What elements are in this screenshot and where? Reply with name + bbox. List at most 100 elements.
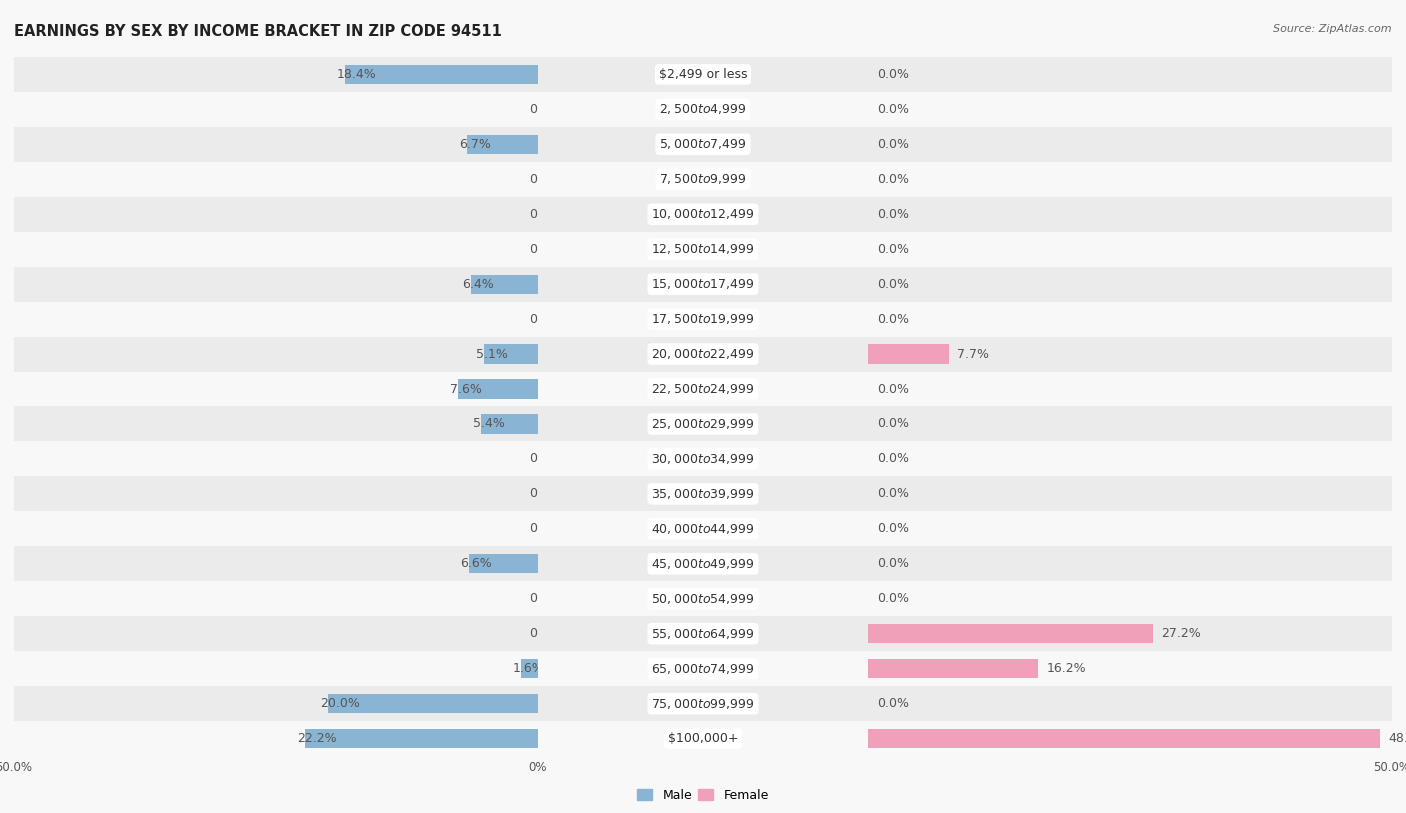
Text: 0.0%: 0.0%	[877, 418, 908, 430]
Bar	[14, 92, 537, 127]
Text: $45,000 to $49,999: $45,000 to $49,999	[651, 557, 755, 571]
Bar	[869, 441, 1392, 476]
Bar	[869, 267, 1392, 302]
Text: 0.0%: 0.0%	[529, 208, 561, 220]
Bar	[869, 57, 1392, 92]
Bar	[869, 92, 1392, 127]
Bar	[520, 659, 537, 678]
Text: $100,000+: $100,000+	[668, 733, 738, 745]
Text: 5.4%: 5.4%	[472, 418, 505, 430]
Bar	[537, 511, 869, 546]
Bar	[537, 581, 869, 616]
Text: 0.0%: 0.0%	[877, 698, 908, 710]
Bar	[537, 686, 869, 721]
Text: 0.0%: 0.0%	[877, 103, 908, 115]
Bar	[537, 546, 869, 581]
Text: $35,000 to $39,999: $35,000 to $39,999	[651, 487, 755, 501]
Text: 27.2%: 27.2%	[1161, 628, 1201, 640]
Bar	[537, 127, 869, 162]
Bar	[14, 162, 537, 197]
Bar	[328, 694, 537, 713]
Text: 22.2%: 22.2%	[297, 733, 336, 745]
Text: 0.0%: 0.0%	[529, 103, 561, 115]
Text: 0.0%: 0.0%	[877, 243, 908, 255]
Text: 0.0%: 0.0%	[529, 523, 561, 535]
Text: 0.0%: 0.0%	[877, 313, 908, 325]
Text: 0.0%: 0.0%	[529, 313, 561, 325]
Bar	[869, 302, 1392, 337]
Legend: Male, Female: Male, Female	[633, 784, 773, 806]
Bar	[869, 546, 1392, 581]
Bar	[14, 302, 537, 337]
Text: 0.0%: 0.0%	[529, 488, 561, 500]
Bar	[537, 337, 869, 372]
Text: $17,500 to $19,999: $17,500 to $19,999	[651, 312, 755, 326]
Bar	[537, 267, 869, 302]
Bar	[537, 616, 869, 651]
Bar	[537, 232, 869, 267]
Bar	[14, 232, 537, 267]
Text: $40,000 to $44,999: $40,000 to $44,999	[651, 522, 755, 536]
Bar	[869, 624, 1153, 643]
Bar	[14, 197, 537, 232]
Bar	[869, 651, 1392, 686]
Bar	[869, 127, 1392, 162]
Text: 0.0%: 0.0%	[877, 593, 908, 605]
Bar	[537, 406, 869, 441]
Text: 7.7%: 7.7%	[957, 348, 990, 360]
Bar	[869, 162, 1392, 197]
Text: 0.0%: 0.0%	[529, 593, 561, 605]
Text: 20.0%: 20.0%	[319, 698, 360, 710]
Bar	[14, 546, 537, 581]
Text: 0.0%: 0.0%	[529, 628, 561, 640]
Text: 0.0%: 0.0%	[877, 558, 908, 570]
Text: $25,000 to $29,999: $25,000 to $29,999	[651, 417, 755, 431]
Bar	[869, 721, 1392, 756]
Bar	[537, 651, 869, 686]
Text: 0.0%: 0.0%	[877, 383, 908, 395]
Text: 7.6%: 7.6%	[450, 383, 482, 395]
Text: 0.0%: 0.0%	[877, 453, 908, 465]
Text: $12,500 to $14,999: $12,500 to $14,999	[651, 242, 755, 256]
Text: $65,000 to $74,999: $65,000 to $74,999	[651, 662, 755, 676]
Text: 18.4%: 18.4%	[336, 68, 377, 80]
Bar	[468, 554, 537, 573]
Text: $5,000 to $7,499: $5,000 to $7,499	[659, 137, 747, 151]
Bar	[869, 686, 1392, 721]
Text: 6.6%: 6.6%	[460, 558, 492, 570]
Text: $2,500 to $4,999: $2,500 to $4,999	[659, 102, 747, 116]
Bar	[869, 345, 949, 363]
Bar	[14, 441, 537, 476]
Bar	[537, 476, 869, 511]
Text: 48.9%: 48.9%	[1389, 733, 1406, 745]
Bar	[467, 135, 537, 154]
Bar	[14, 476, 537, 511]
Bar	[537, 162, 869, 197]
Bar	[481, 415, 537, 433]
Text: $15,000 to $17,499: $15,000 to $17,499	[651, 277, 755, 291]
Text: Source: ZipAtlas.com: Source: ZipAtlas.com	[1274, 24, 1392, 34]
Text: $22,500 to $24,999: $22,500 to $24,999	[651, 382, 755, 396]
Text: $30,000 to $34,999: $30,000 to $34,999	[651, 452, 755, 466]
Bar	[14, 372, 537, 406]
Bar	[537, 372, 869, 406]
Bar	[869, 197, 1392, 232]
Text: 0.0%: 0.0%	[877, 173, 908, 185]
Bar	[471, 275, 537, 293]
Bar	[14, 267, 537, 302]
Text: EARNINGS BY SEX BY INCOME BRACKET IN ZIP CODE 94511: EARNINGS BY SEX BY INCOME BRACKET IN ZIP…	[14, 24, 502, 39]
Bar	[869, 232, 1392, 267]
Bar	[869, 476, 1392, 511]
Text: 0.0%: 0.0%	[529, 453, 561, 465]
Bar	[14, 651, 537, 686]
Text: $20,000 to $22,499: $20,000 to $22,499	[651, 347, 755, 361]
Bar	[14, 406, 537, 441]
Bar	[14, 721, 537, 756]
Bar	[14, 511, 537, 546]
Bar	[484, 345, 537, 363]
Text: 0.0%: 0.0%	[529, 243, 561, 255]
Bar	[869, 729, 1381, 748]
Bar	[14, 337, 537, 372]
Bar	[14, 57, 537, 92]
Bar	[537, 57, 869, 92]
